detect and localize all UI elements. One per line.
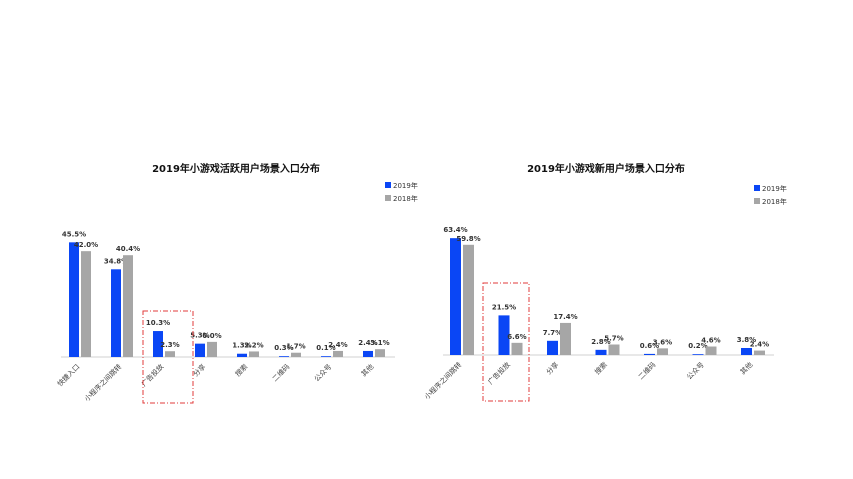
bar-2019 <box>153 331 163 357</box>
category-label: 分享 <box>544 360 560 376</box>
data-label: 2.3% <box>160 341 179 349</box>
bar-2019 <box>111 269 121 357</box>
bar-2019 <box>69 242 79 357</box>
data-label: 0.1% <box>316 344 335 352</box>
data-label: 5.3% <box>190 332 209 340</box>
bar-2018 <box>375 349 385 357</box>
bar-2019 <box>644 353 655 355</box>
data-label: 2.4% <box>750 341 769 349</box>
data-label: 3.8% <box>737 336 756 344</box>
data-label: 42.0% <box>74 241 98 249</box>
legend-label: 2018年 <box>393 194 418 203</box>
data-label: 4.6% <box>701 337 720 345</box>
data-label: 5.7% <box>604 334 623 342</box>
highlight-box <box>142 310 194 404</box>
bar-2018 <box>123 255 133 357</box>
chart-1: 2019年小游戏活跃用户场景入口分布 2019年 2018年 45.5% 42.0% 快捷… <box>55 162 418 404</box>
bar-2018 <box>249 351 259 357</box>
data-label: 1.3% <box>232 342 251 350</box>
bar-2018 <box>333 350 343 357</box>
category-label: 分享 <box>191 362 207 378</box>
bar-2018 <box>705 346 717 355</box>
bar-2018 <box>657 348 668 355</box>
legend-label: 2019年 <box>393 181 418 190</box>
bar-2019 <box>321 356 331 357</box>
bar-2018 <box>608 344 620 355</box>
category-label: 搜索 <box>233 362 249 378</box>
legend-swatch <box>754 185 760 191</box>
data-label: 0.3% <box>274 344 293 352</box>
chart-title: 2019年小游戏活跃用户场景入口分布 <box>152 162 320 175</box>
data-label: 2.4% <box>328 341 347 349</box>
data-label: 45.5% <box>62 230 86 238</box>
data-label: 6.0% <box>202 332 221 340</box>
bar-2019 <box>498 315 510 355</box>
data-label: 1.7% <box>286 343 305 351</box>
bar-2018 <box>754 350 765 355</box>
data-label: 0.6% <box>640 342 659 350</box>
category-label: 搜索 <box>593 360 609 376</box>
data-label: 63.4% <box>443 226 467 234</box>
category-label: 二维码 <box>270 362 291 383</box>
data-label: 10.3% <box>146 319 170 327</box>
data-label: 6.6% <box>507 333 526 341</box>
bar-2018 <box>463 244 474 355</box>
bar-2019 <box>237 353 247 357</box>
data-label: 3.1% <box>370 339 389 347</box>
bar-2019 <box>741 347 752 355</box>
category-label: 快捷入口 <box>55 362 81 388</box>
chart-title: 2019年小游戏新用户场景入口分布 <box>527 162 685 175</box>
data-label: 17.4% <box>553 313 577 321</box>
bar-2019 <box>450 238 461 355</box>
data-label: 2.2% <box>244 341 263 349</box>
bar-2018 <box>511 342 523 355</box>
category-label: 公众号 <box>313 363 334 384</box>
bar-2018 <box>207 341 217 357</box>
legend-label: 2018年 <box>762 197 787 206</box>
data-label: 7.7% <box>543 329 562 337</box>
data-label: 3.6% <box>653 338 672 346</box>
data-label: 2.8% <box>591 338 610 346</box>
bar-2019 <box>595 349 607 355</box>
data-label: 0.2% <box>688 342 707 350</box>
legend-swatch <box>385 195 391 201</box>
bar-2019 <box>547 340 558 355</box>
category-label: 小程序之间跳转 <box>82 362 123 403</box>
legend-swatch <box>385 182 391 188</box>
category-label: 公众号 <box>685 361 706 382</box>
bar-2018 <box>560 322 571 355</box>
bar-2018 <box>81 251 91 357</box>
bar-2018 <box>165 351 175 357</box>
highlight-box <box>482 282 530 402</box>
bar-2019 <box>279 356 289 357</box>
data-label: 59.8% <box>456 235 480 243</box>
legend-swatch <box>754 198 760 204</box>
bar-2019 <box>195 343 205 357</box>
bar-2019 <box>692 354 704 355</box>
data-label: 21.5% <box>492 303 516 311</box>
legend-label: 2019年 <box>762 184 787 193</box>
bar-2018 <box>291 352 301 357</box>
bar-2019 <box>363 350 373 357</box>
category-label: 其他 <box>738 360 754 376</box>
category-label: 其他 <box>359 362 375 378</box>
chart-2: 2019年小游戏新用户场景入口分布 2019年 2018年 63.4%59.8% 小程序… <box>422 162 787 402</box>
category-label: 二维码 <box>636 360 657 381</box>
category-label: 小程序之间跳转 <box>422 360 463 401</box>
category-label: 广告投放 <box>486 360 512 386</box>
data-label: 2.4% <box>358 339 377 347</box>
data-label: 40.4% <box>116 245 140 253</box>
data-label: 34.8% <box>104 257 128 265</box>
